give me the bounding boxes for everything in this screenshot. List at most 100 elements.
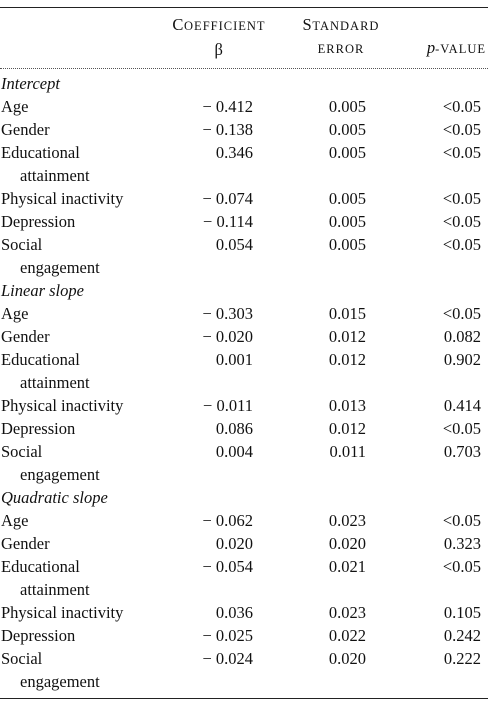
p-value-cell: 0.222 [443,649,481,668]
coefficient-cell: − 0.024 [202,649,253,668]
p-value-cell: 0.902 [443,350,481,369]
row-label: Gender [1,118,171,141]
coefficient-cell: − 0.020 [202,327,253,346]
standard-error-cell: 0.021 [328,557,366,576]
coef-header-rest: OEFFICIENT [184,19,266,33]
table-row: Age − 0.062 0.023 <0.05 [0,509,488,532]
row-label-line2: engagement [20,465,100,484]
coef-header-symbol: β [214,40,224,59]
coefficient-cell: 0.020 [215,534,253,553]
row-label-line2: attainment [20,580,90,599]
row-label-line2: attainment [20,166,90,185]
table-row: Physical inactivity 0.036 0.023 0.105 [0,601,488,624]
p-value-cell: <0.05 [442,97,481,116]
p-value-cell: <0.05 [442,304,481,323]
row-label: Age [1,302,171,325]
row-label: Depression [1,210,171,233]
coefficient-cell: 0.346 [215,143,253,162]
standard-error-cell: 0.015 [328,304,366,323]
table-row: Social engagement − 0.024 0.020 0.222 [0,647,488,693]
row-label-line1: Gender [1,534,50,553]
row-label-line2: engagement [20,258,100,277]
standard-error-cell: 0.005 [328,189,366,208]
row-label-line1: Social [1,235,43,254]
row-label: Age [1,95,171,118]
table-row: Depression − 0.025 0.022 0.242 [0,624,488,647]
table-body: Intercept Age − 0.412 0.005 <0.05 Gender − 0.1… [0,72,488,693]
table-row: Educational attainment − 0.054 0.021 <0.05 [0,555,488,601]
row-label-line2: attainment [20,373,90,392]
coefficient-cell: − 0.074 [202,189,253,208]
table-bottom-rule [0,698,488,699]
coef-header-initial: C [172,15,185,34]
row-label: Physical inactivity [1,601,171,624]
table-row: Gender 0.020 0.020 0.323 [0,532,488,555]
p-value-cell: 0.105 [443,603,481,622]
p-value-cell: <0.05 [442,557,481,576]
coefficient-cell: − 0.054 [202,557,253,576]
row-label: Educational attainment [1,141,171,187]
section-heading: Quadratic slope [1,488,108,507]
coefficient-cell: − 0.412 [202,97,253,116]
p-value-cell: <0.05 [442,143,481,162]
table-row: Depression − 0.114 0.005 <0.05 [0,210,488,233]
row-label-line1: Educational [1,143,80,162]
row-label-line1: Educational [1,557,80,576]
standard-error-cell: 0.020 [328,649,366,668]
table-row: Depression 0.086 0.012 <0.05 [0,417,488,440]
standard-error-cell: 0.020 [328,534,366,553]
table-row: Age − 0.303 0.015 <0.05 [0,302,488,325]
standard-error-cell: 0.012 [328,327,366,346]
table-row: Educational attainment 0.001 0.012 0.902 [0,348,488,394]
coefficient-cell: − 0.011 [203,396,253,415]
standard-error-cell: 0.005 [328,120,366,139]
row-label: Gender [1,325,171,348]
row-label: Depression [1,624,171,647]
row-label-line2: engagement [20,672,100,691]
p-value-cell: <0.05 [442,511,481,530]
row-label: Depression [1,417,171,440]
standard-error-cell: 0.012 [328,419,366,438]
se-header-rest: TANDARD [312,19,380,33]
p-value-cell: <0.05 [442,120,481,139]
table-row: Gender − 0.138 0.005 <0.05 [0,118,488,141]
p-value-cell: 0.242 [443,626,481,645]
table-row: Social engagement 0.054 0.005 <0.05 [0,233,488,279]
row-label-line1: Educational [1,350,80,369]
standard-error-cell: 0.005 [328,97,366,116]
p-value-cell: <0.05 [442,212,481,231]
p-value-cell: 0.082 [443,327,481,346]
coefficient-cell: 0.086 [215,419,253,438]
row-label: Physical inactivity [1,187,171,210]
row-label: Gender [1,532,171,555]
standard-error-cell: 0.012 [328,350,366,369]
coefficient-cell: − 0.114 [203,212,253,231]
p-header-italic: p [426,38,436,57]
se-header-initial: S [302,15,313,34]
row-label-line1: Physical inactivity [1,396,124,415]
coefficient-cell: 0.054 [215,235,253,254]
standard-error-cell: 0.005 [328,143,366,162]
row-label: Age [1,509,171,532]
row-label: Physical inactivity [1,394,171,417]
row-label-line1: Age [1,511,29,530]
row-label-line1: Age [1,304,29,323]
p-value-cell: 0.414 [443,396,481,415]
p-header-rest: -VALUE [435,42,486,56]
p-value-cell: <0.05 [442,419,481,438]
table-row: Physical inactivity − 0.011 0.013 0.414 [0,394,488,417]
table-row: Gender − 0.020 0.012 0.082 [0,325,488,348]
row-label: Educational attainment [1,348,171,394]
row-label-line1: Depression [1,626,76,645]
section-heading: Linear slope [1,281,84,300]
row-label: Educational attainment [1,555,171,601]
row-label-line1: Gender [1,327,50,346]
table-row: Educational attainment 0.346 0.005 <0.05 [0,141,488,187]
row-label-line1: Depression [1,419,76,438]
coefficient-cell: 0.036 [215,603,253,622]
standard-error-cell: 0.005 [328,235,366,254]
coefficient-cell: 0.004 [215,442,253,461]
row-label-line1: Physical inactivity [1,603,124,622]
row-label: Social engagement [1,647,171,693]
coefficient-cell: 0.001 [215,350,253,369]
